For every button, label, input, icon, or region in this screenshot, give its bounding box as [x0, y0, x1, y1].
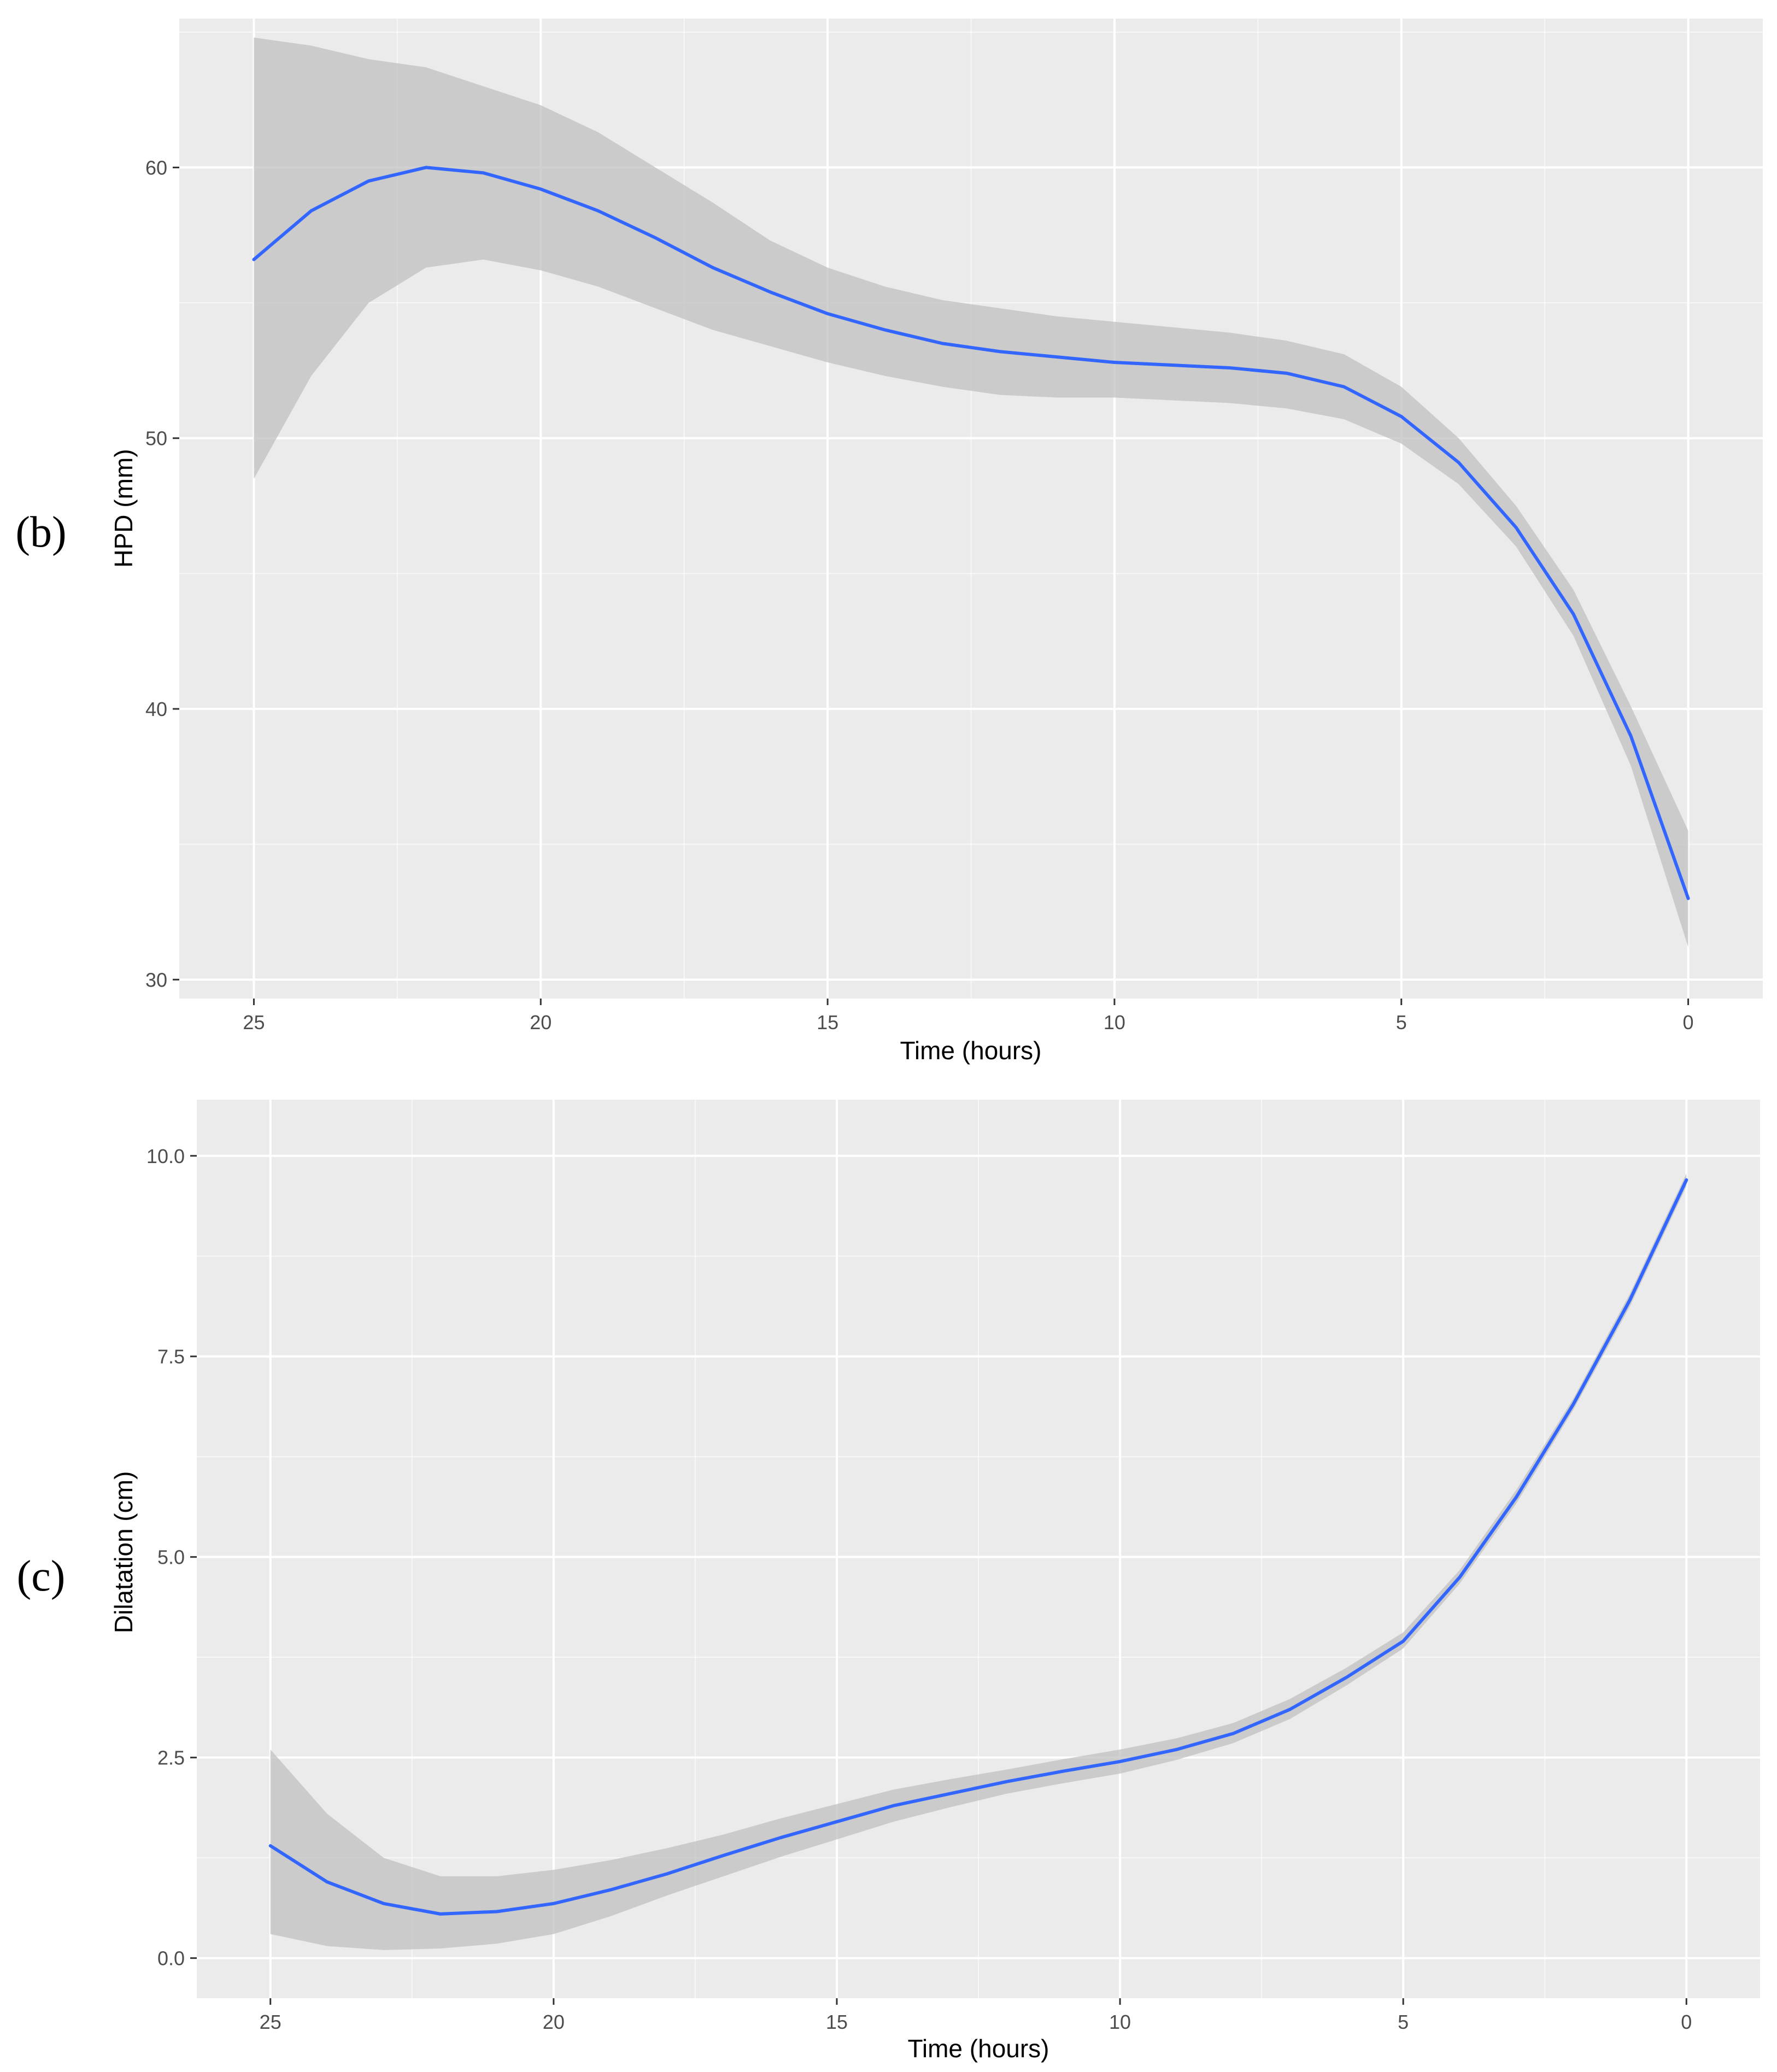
x-tick-label: 10 [1109, 2011, 1131, 2033]
y-ticks-c: 0.0 2.5 5.0 7.5 10.0 [146, 1145, 197, 1970]
y-axis-title-b: HPD (mm) [109, 449, 138, 567]
y-tick-label: 40 [145, 698, 167, 720]
y-tick-label: 10.0 [146, 1145, 185, 1167]
y-tick-label: 50 [145, 427, 167, 450]
y-tick-label: 2.5 [157, 1747, 185, 1769]
chart-panel-c: 25 20 15 10 5 0 0.0 2.5 5.0 7.5 10.0 Time (hours)… [17, 1100, 1760, 2063]
y-tick-label: 30 [145, 969, 167, 991]
confidence-band [254, 37, 1688, 947]
x-tick-label: 20 [543, 2011, 565, 2033]
x-tick-label: 5 [1398, 2011, 1409, 2033]
x-tick-label: 15 [817, 1011, 838, 1034]
confidence-band-b [254, 37, 1688, 947]
x-tick-label: 25 [260, 2011, 281, 2033]
x-tick-label: 5 [1396, 1011, 1407, 1034]
y-tick-label: 0.0 [157, 1947, 185, 1970]
y-ticks-b: 30 40 50 60 [145, 156, 179, 991]
fit-line [252, 166, 1690, 900]
y-tick-label: 7.5 [157, 1346, 185, 1368]
y-axis-title-c: Dilatation (cm) [109, 1471, 138, 1634]
x-tick-label: 0 [1681, 2011, 1692, 2033]
x-tick-label: 20 [530, 1011, 552, 1034]
x-tick-label: 25 [243, 1011, 265, 1034]
fit-line-b [252, 166, 1690, 900]
x-tick-label: 0 [1683, 1011, 1694, 1034]
panel-label-b: (b) [15, 508, 66, 556]
fit-line-c [268, 1178, 1688, 1916]
gridlines-b [179, 19, 1763, 999]
x-axis-title-c: Time (hours) [908, 2034, 1049, 2063]
y-tick-label: 60 [145, 156, 167, 179]
y-tick-label: 5.0 [157, 1546, 185, 1569]
confidence-band-c [270, 1173, 1687, 1950]
gridlines-c [197, 1100, 1760, 1998]
x-ticks-b: 25 20 15 10 5 0 [243, 999, 1694, 1034]
confidence-band [270, 1173, 1687, 1950]
panel-label-c: (c) [17, 1552, 66, 1600]
x-ticks-c: 25 20 15 10 5 0 [260, 1998, 1692, 2033]
x-tick-label: 10 [1104, 1011, 1125, 1034]
x-tick-label: 15 [826, 2011, 848, 2033]
x-axis-title-b: Time (hours) [900, 1036, 1042, 1065]
fit-line [268, 1178, 1688, 1916]
